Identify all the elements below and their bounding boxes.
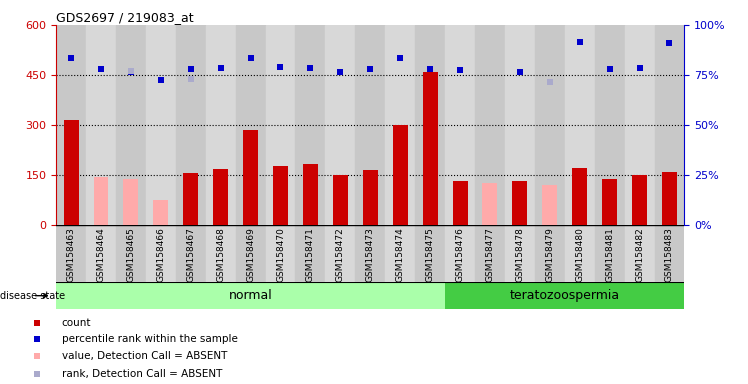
Bar (123, 179, 138, 225)
Bar (625, 225, 654, 282)
Text: disease state: disease state (0, 291, 65, 301)
Bar (325, 25, 355, 225)
Text: GSM158477: GSM158477 (485, 227, 494, 282)
Bar (56, 282, 445, 309)
Bar (303, 164, 318, 225)
Bar (535, 25, 565, 225)
Bar (415, 225, 445, 282)
Bar (146, 25, 176, 225)
Bar (266, 25, 295, 225)
Text: GSM158464: GSM158464 (96, 227, 105, 282)
Bar (385, 25, 415, 225)
Text: GDS2697 / 219083_at: GDS2697 / 219083_at (56, 11, 194, 24)
Bar (385, 225, 415, 282)
Bar (64, 120, 79, 225)
Bar (512, 181, 527, 225)
Bar (176, 225, 206, 282)
Bar (445, 25, 475, 225)
Text: GSM158471: GSM158471 (306, 227, 315, 282)
Bar (355, 225, 385, 282)
Text: GSM158470: GSM158470 (276, 227, 285, 282)
Text: normal: normal (229, 289, 272, 302)
Bar (176, 25, 206, 225)
Bar (94, 177, 108, 225)
Bar (505, 225, 535, 282)
Bar (453, 181, 468, 225)
Bar (602, 179, 617, 225)
Bar (146, 225, 176, 282)
Text: rank, Detection Call = ABSENT: rank, Detection Call = ABSENT (61, 369, 222, 379)
Bar (295, 25, 325, 225)
Bar (482, 183, 497, 225)
Bar (415, 25, 445, 225)
Bar (393, 125, 408, 225)
Text: GSM158472: GSM158472 (336, 227, 345, 282)
Bar (662, 172, 677, 225)
Bar (475, 225, 505, 282)
Bar (213, 169, 228, 225)
Text: percentile rank within the sample: percentile rank within the sample (61, 334, 238, 344)
Bar (266, 225, 295, 282)
Text: GSM158465: GSM158465 (126, 227, 135, 282)
Text: GSM158474: GSM158474 (396, 227, 405, 282)
Bar (595, 25, 625, 225)
Text: GSM158476: GSM158476 (456, 227, 465, 282)
Bar (236, 225, 266, 282)
Bar (565, 25, 595, 225)
Bar (183, 173, 198, 225)
Bar (243, 130, 258, 225)
Bar (632, 175, 647, 225)
Bar (505, 25, 535, 225)
Bar (654, 225, 684, 282)
Text: GSM158463: GSM158463 (67, 227, 76, 282)
Bar (86, 25, 116, 225)
Bar (445, 282, 684, 309)
Bar (654, 25, 684, 225)
Bar (236, 25, 266, 225)
Text: GSM158482: GSM158482 (635, 227, 644, 282)
Bar (542, 185, 557, 225)
Bar (363, 170, 378, 225)
Text: GSM158475: GSM158475 (426, 227, 435, 282)
Bar (625, 25, 654, 225)
Bar (423, 71, 438, 225)
Text: GSM158480: GSM158480 (575, 227, 584, 282)
Text: value, Detection Call = ABSENT: value, Detection Call = ABSENT (61, 351, 227, 361)
Text: GSM158468: GSM158468 (216, 227, 225, 282)
Bar (325, 225, 355, 282)
Bar (565, 225, 595, 282)
Bar (595, 225, 625, 282)
Text: teratozoospermia: teratozoospermia (509, 289, 620, 302)
Bar (206, 25, 236, 225)
Text: GSM158481: GSM158481 (605, 227, 614, 282)
Bar (535, 225, 565, 282)
Bar (475, 25, 505, 225)
Text: GSM158473: GSM158473 (366, 227, 375, 282)
Bar (56, 225, 86, 282)
Bar (153, 200, 168, 225)
Bar (206, 225, 236, 282)
Text: GSM158466: GSM158466 (156, 227, 165, 282)
Text: GSM158478: GSM158478 (515, 227, 524, 282)
Bar (116, 225, 146, 282)
Text: GSM158467: GSM158467 (186, 227, 195, 282)
Bar (273, 166, 288, 225)
Text: GSM158469: GSM158469 (246, 227, 255, 282)
Bar (333, 175, 348, 225)
Text: GSM158479: GSM158479 (545, 227, 554, 282)
Text: GSM158483: GSM158483 (665, 227, 674, 282)
Bar (445, 225, 475, 282)
Text: count: count (61, 318, 91, 328)
Bar (355, 25, 385, 225)
Bar (116, 25, 146, 225)
Bar (572, 168, 587, 225)
Bar (295, 225, 325, 282)
Bar (86, 225, 116, 282)
Bar (56, 25, 86, 225)
